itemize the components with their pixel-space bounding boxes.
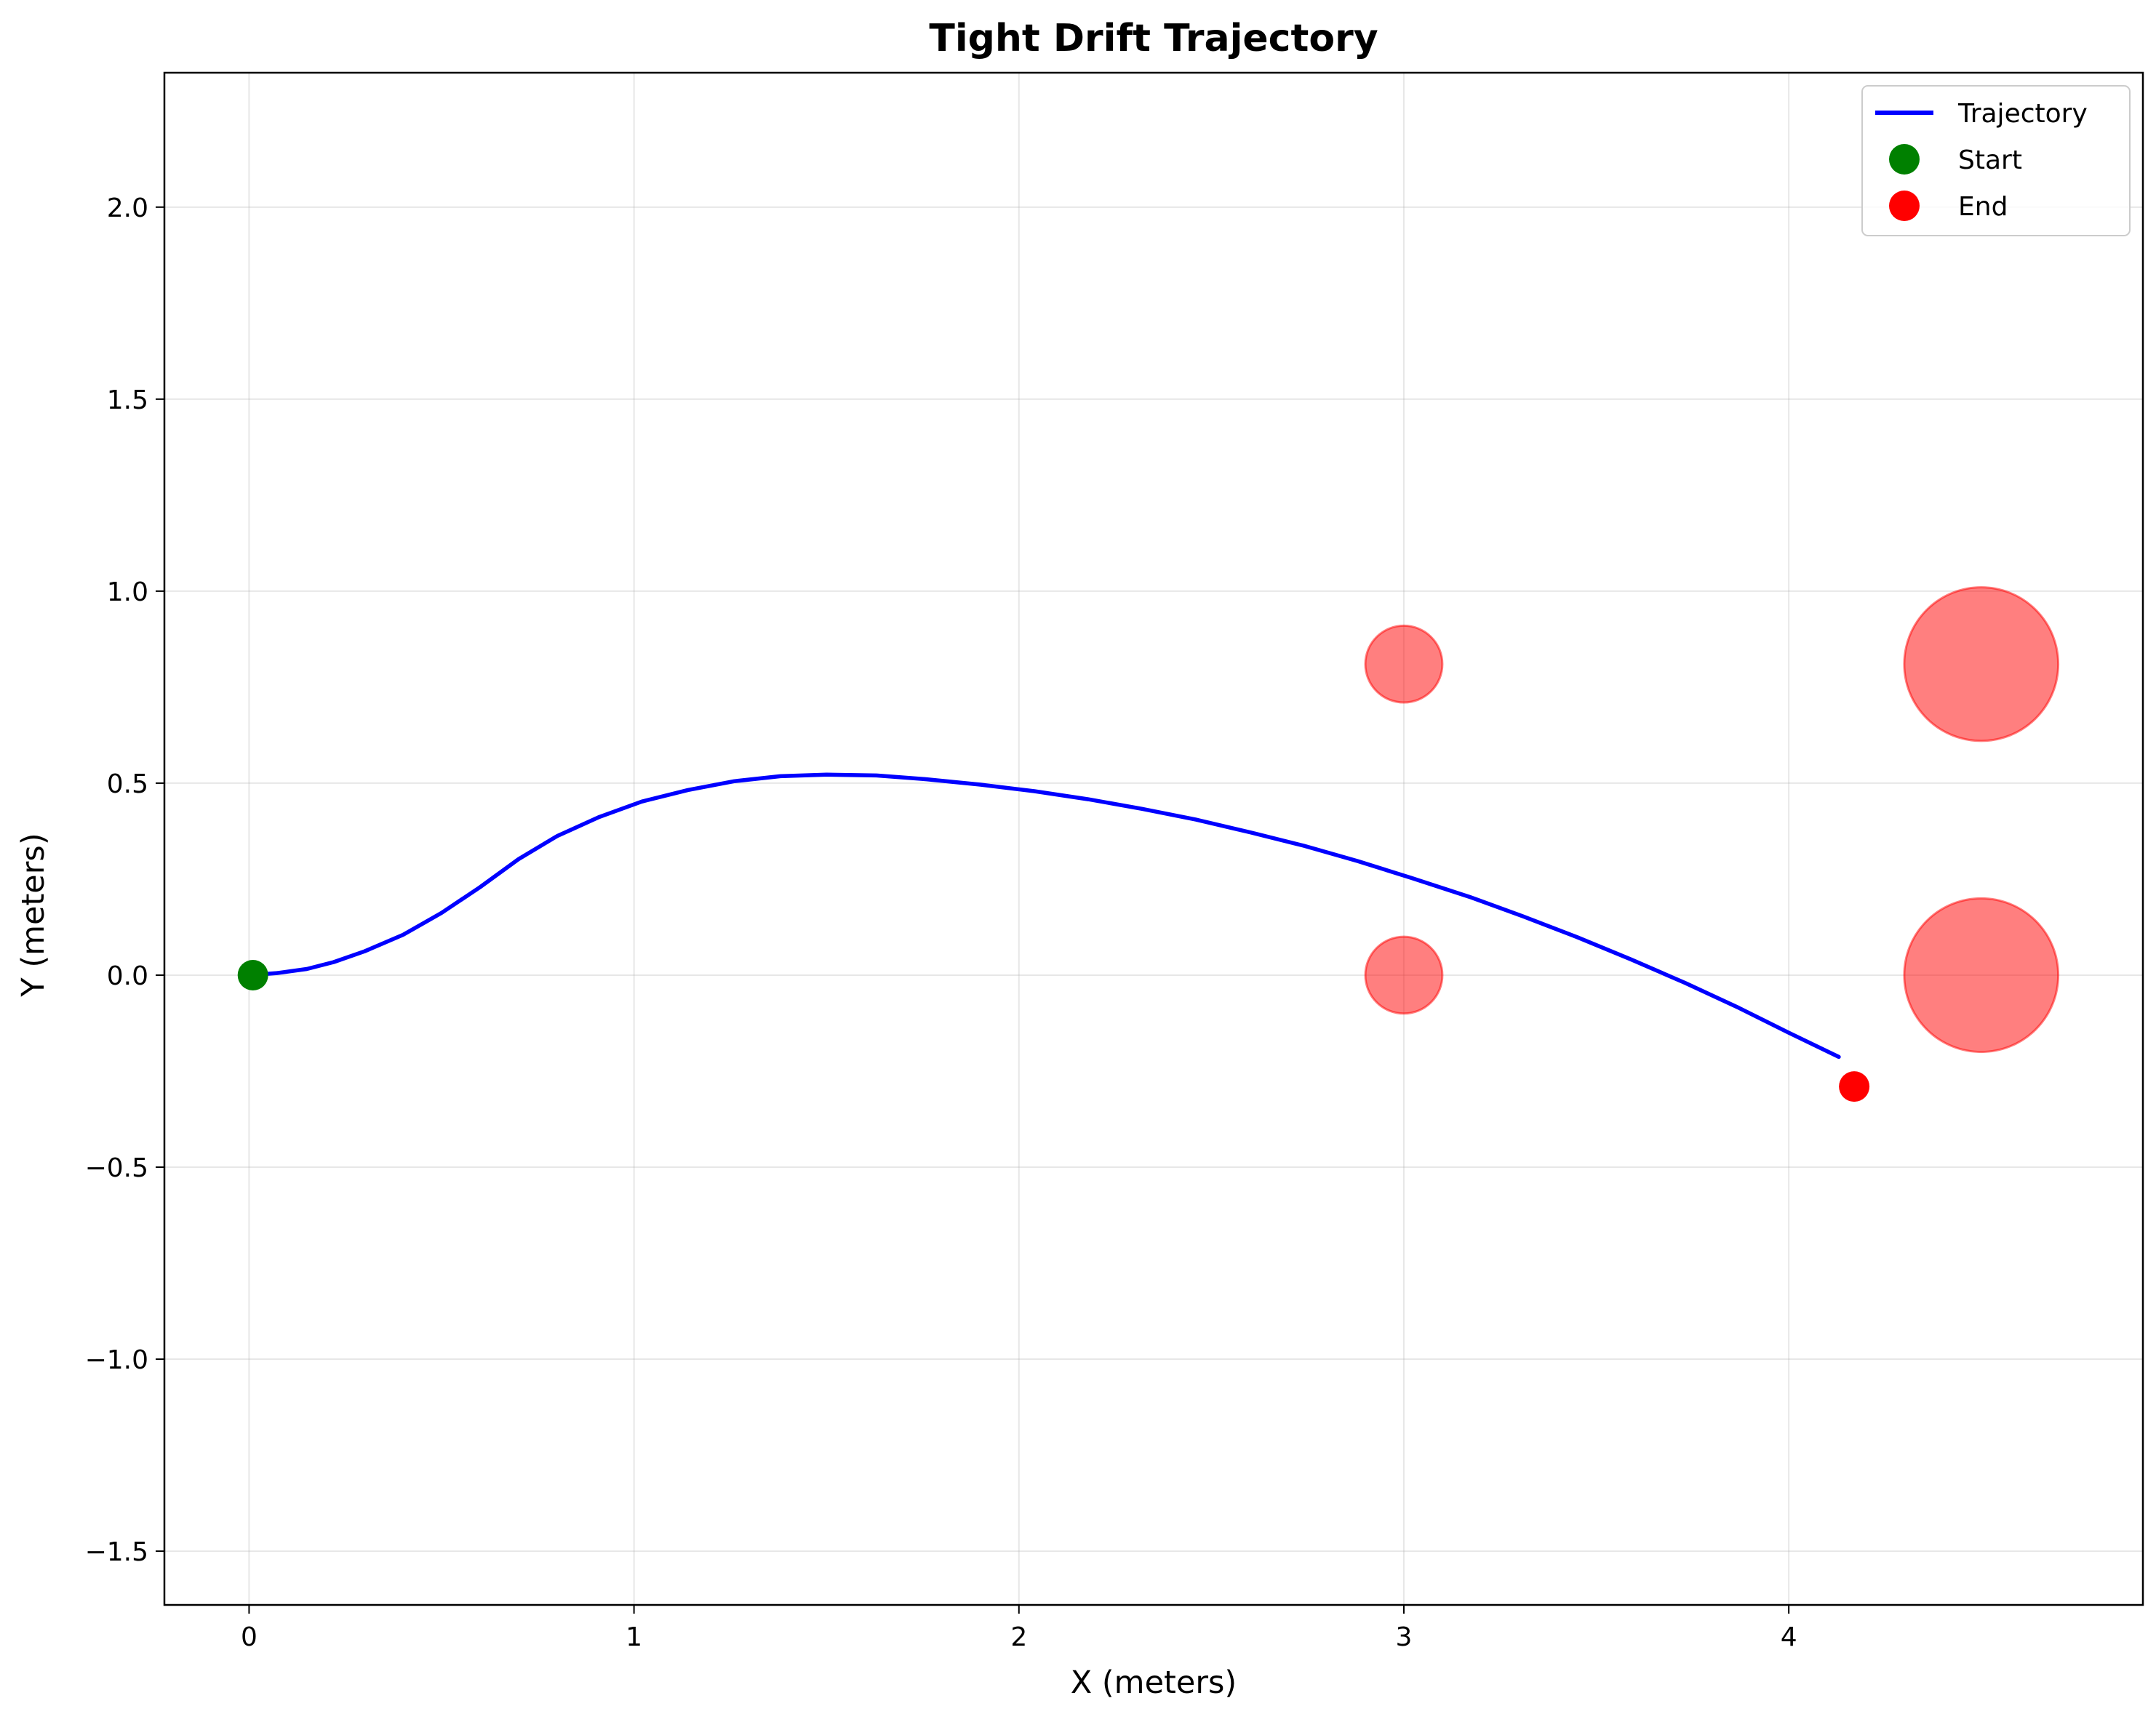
obstacle-circle — [1364, 624, 1444, 704]
x-tick-label: 4 — [1781, 1622, 1797, 1652]
legend-label: Trajectory — [1957, 99, 2088, 129]
grid-lines — [164, 73, 2143, 1605]
end-marker — [1839, 1071, 1870, 1102]
chart-title: Tight Drift Trajectory — [929, 17, 1378, 60]
legend-marker-swatch — [1889, 191, 1920, 221]
endpoint-markers — [237, 959, 1870, 1102]
obstacles — [1364, 586, 2060, 1054]
y-tick-label: −0.5 — [85, 1153, 148, 1183]
y-tick-label: −1.5 — [85, 1537, 148, 1567]
y-tick-label: 0.0 — [107, 961, 148, 991]
x-tick-label: 2 — [1010, 1622, 1027, 1652]
y-tick-label: −1.0 — [85, 1345, 148, 1375]
x-tick-label: 0 — [241, 1622, 257, 1652]
obstacle-circle — [1364, 935, 1444, 1015]
y-tick-label: 1.0 — [107, 577, 148, 607]
y-tick-label: 2.0 — [107, 193, 148, 223]
x-axis-label: X (meters) — [1071, 1665, 1237, 1701]
trajectory-line — [247, 772, 1841, 1060]
legend: Trajectory Start End — [1861, 85, 2131, 236]
legend-label: End — [1958, 192, 2008, 222]
x-tick-label: 3 — [1396, 1622, 1413, 1652]
series-lines — [247, 772, 1841, 1060]
start-marker — [237, 959, 268, 990]
y-axis-label: Y (meters) — [15, 833, 52, 997]
axis-ticks: 0 1 2 3 4 −1.5 −1.0 −0.5 0.0 0.5 1.0 1.5 2.0 — [85, 193, 1797, 1652]
obstacle-circle — [1903, 586, 2060, 742]
x-tick-label: 1 — [626, 1622, 642, 1652]
legend-marker-swatch — [1889, 144, 1920, 175]
obstacle-circle — [1903, 897, 2060, 1054]
plot-area-frame — [163, 71, 2144, 1606]
y-tick-label: 0.5 — [107, 769, 148, 799]
legend-label: Start — [1958, 145, 2022, 175]
legend-box — [1861, 85, 2131, 236]
y-tick-label: 1.5 — [107, 385, 148, 415]
